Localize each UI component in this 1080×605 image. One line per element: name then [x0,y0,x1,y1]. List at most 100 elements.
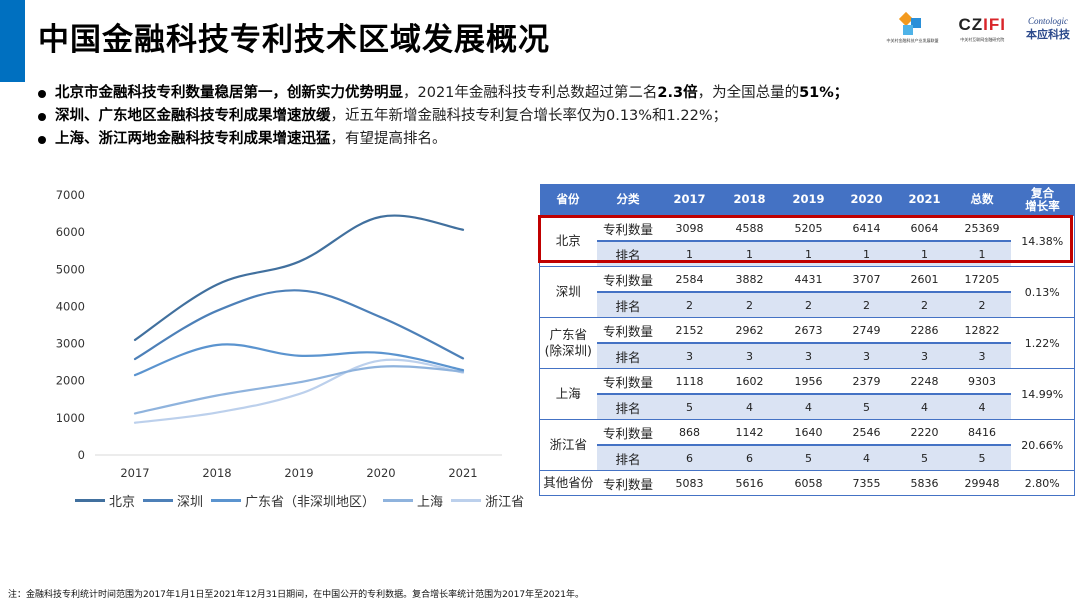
cagr-cell: 20.66% [1010,419,1075,471]
value-cell: 1142 [719,419,780,446]
value-cell: 5 [837,394,896,420]
value-cell: 4 [895,394,954,420]
logo-caption: 中关村金融科技产业发展联盟 [886,38,939,43]
series-line-浙江省 [133,358,465,424]
value-cell: 2 [659,292,720,318]
value-cell: 2152 [659,317,720,344]
value-cell: 4 [719,394,780,420]
province-name: 其他省份 [539,470,597,496]
page-title: 中国金融科技专利技术区域发展概况 [38,22,550,58]
province-name: 广东省 (除深圳) [539,317,597,369]
category-cell: 专利数量 [596,368,660,395]
value-cell: 5 [953,445,1011,471]
header-2019: 2019 [779,184,838,216]
accent-bar [0,0,25,82]
value-cell: 2286 [895,317,954,344]
value-cell: 5 [659,394,720,420]
logo-caption: 中关村互联网金融研究院 [960,37,1005,42]
value-cell: 6064 [895,215,954,242]
value-cell: 4 [779,394,838,420]
category-cell: 专利数量 [602,476,653,492]
value-cell: 868 [659,419,720,446]
bullet-dot-icon [38,135,46,144]
x-tick-label: 2017 [120,466,149,480]
series-line-深圳 [133,289,465,361]
legend-line-icon [383,499,414,502]
category-cell: 排名 [596,241,660,267]
value-cell: 1118 [659,368,720,395]
legend-line-icon [211,499,242,502]
finding-2: 深圳、广东地区金融科技专利成果增速放缓 ，近五年新增金融科技专利复合增长率仅为0… [38,105,848,128]
value-cell: 2 [895,292,954,318]
value-cell: 1 [659,241,720,267]
category-cell: 排名 [596,292,660,318]
header-cagr-line2: 增长率 [1025,198,1060,213]
province-group-0: 北京 专利数量 3098 4588 5205 6414 6064 25369 14.38% 排名 1… [539,215,1075,267]
value-cell: 3882 [719,266,780,293]
province-name: 北京 [539,215,597,267]
value-cell: 5 [895,445,954,471]
finding-text: ，2021年金融科技专利总数超过第二名 [403,85,658,101]
province-name: 浙江省 [539,419,597,471]
value-cell: 3 [659,343,720,369]
header-2018: 2018 [719,184,780,216]
value-cell: 1 [895,241,954,267]
legend-label: 北京 [109,495,136,510]
value-cell: 4588 [719,215,780,242]
regional-patent-table: 省份 分类 2017 2018 2019 2020 2021 总数 复合 增长率 … [539,184,1075,496]
legend-item: 深圳 [143,491,203,510]
value-cell: 7355 [852,476,881,490]
category-cell: 排名 [596,394,660,420]
value-cell: 3707 [837,266,896,293]
legend-label: 广东省（非深圳地区） [245,495,376,510]
value-cell: 6058 [794,476,823,490]
legend-line-icon [451,499,482,502]
y-tick-label: 0 [78,448,85,462]
value-cell: 12822 [953,317,1011,344]
finding-text: ，近五年新增金融科技专利复合增长率仅为0.13%和1.22%； [330,108,728,124]
value-cell: 2 [779,292,838,318]
value-cell: 29948 [964,476,1000,490]
value-cell: 3 [837,343,896,369]
cagr-cell: 1.22% [1010,317,1075,369]
header-cagr: 复合 增长率 [1010,184,1075,216]
finding-bold: 上海、浙江两地金融科技专利成果增速迅猛 [55,131,331,147]
province-label: 浙江省 [549,437,587,452]
cagr-cell: 0.13% [1010,266,1075,318]
header-province: 省份 [539,184,597,216]
finding-1: 北京市金融科技专利数量稳居第一，创新实力优势明显 ，2021年金融科技专利总数超… [38,82,848,105]
x-tick-label: 2019 [284,466,313,480]
bullet-dot-icon [38,112,46,121]
value-cell: 2379 [837,368,896,395]
province-group-4: 浙江省 专利数量 868 1142 1640 2546 2220 8416 20.66% 排名 6 6… [539,419,1075,471]
legend-label: 上海 [417,495,444,510]
province-group-other: 其他省份 专利数量 5083 5616 6058 7355 5836 29948 2.80% [539,470,1075,496]
province-name: 深圳 [539,266,597,318]
header-cagr-line1: 复合 [1031,185,1054,200]
category-cell: 专利数量 [596,215,660,242]
cube-logo-icon [899,11,925,36]
value-cell: 5836 [910,476,939,490]
value-cell: 8416 [953,419,1011,446]
rank-row: 排名 2 2 2 2 2 2 [540,292,1075,318]
value-cell: 2 [837,292,896,318]
header-2020: 2020 [837,184,896,216]
y-tick-label: 4000 [56,299,85,313]
x-tick-label: 2018 [202,466,231,480]
logo-contologic: Contologic 本应科技 [1026,16,1070,42]
cagr-cell: 14.38% [1010,215,1075,267]
value-cell: 1956 [779,368,838,395]
patent-trend-chart: 0 1000 2000 3000 4000 5000 6000 7000 2017 2018 201… [30,180,524,520]
logo-czifi: CZIFI 中关村互联网金融研究院 [958,15,1006,43]
series-line-北京 [133,214,465,342]
value-cell: 1602 [719,368,780,395]
rank-row: 排名 1 1 1 1 1 1 [540,241,1075,267]
legend-item: 上海 [383,491,443,510]
logo-caption: 本应科技 [1026,28,1070,41]
value-cell: 2584 [659,266,720,293]
value-cell: 3 [953,343,1011,369]
rank-row: 排名 3 3 3 3 3 3 [540,343,1075,369]
legend-item: 北京 [75,491,135,510]
value-cell: 1 [953,241,1011,267]
line-chart-svg: 0 1000 2000 3000 4000 5000 6000 7000 2017 2018 201… [56,188,502,480]
